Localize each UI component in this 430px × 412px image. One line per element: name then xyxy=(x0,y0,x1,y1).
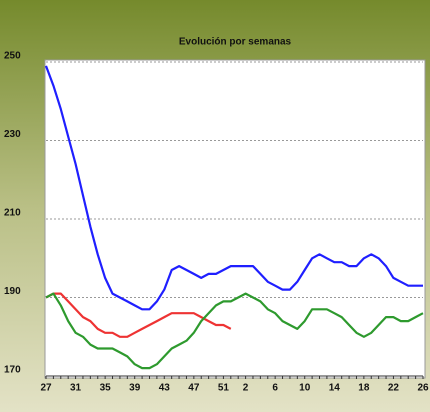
x-tick-label: 26 xyxy=(417,383,429,394)
x-tick-label: 47 xyxy=(188,383,200,394)
x-tick-label: 27 xyxy=(40,383,52,394)
x-tick-label: 31 xyxy=(70,383,82,394)
y-tick-label: 250 xyxy=(4,51,21,62)
y-tick-label: 230 xyxy=(4,129,21,140)
x-tick-label: 51 xyxy=(218,383,230,394)
line-series xyxy=(44,65,423,311)
y-tick-label: 170 xyxy=(4,365,21,376)
x-tick-label: 18 xyxy=(358,383,370,394)
y-tick-label: 190 xyxy=(4,286,21,297)
x-tick-label: 35 xyxy=(100,383,112,394)
line-series xyxy=(45,292,232,338)
x-tick-label: 14 xyxy=(329,383,341,394)
x-tick-label: 6 xyxy=(272,383,278,394)
x-tick-label: 10 xyxy=(299,383,311,394)
x-tick-label: 43 xyxy=(159,383,171,394)
x-tick-label: 22 xyxy=(388,383,400,394)
line-series xyxy=(45,292,424,370)
x-tick-label: 2 xyxy=(243,383,249,394)
y-tick-label: 210 xyxy=(4,208,21,219)
chart-title: Evolución por semanas xyxy=(179,37,292,48)
x-tick-label: 39 xyxy=(129,383,141,394)
